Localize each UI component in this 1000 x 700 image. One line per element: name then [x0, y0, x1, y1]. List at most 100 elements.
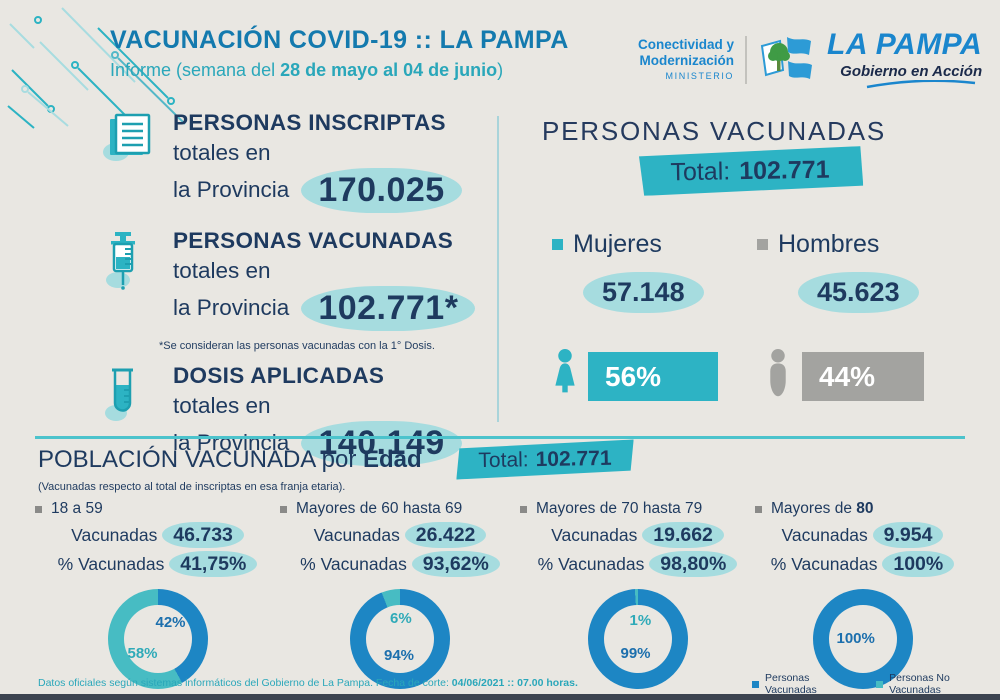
- total-value: 102.771: [738, 155, 830, 185]
- stat-subline1: totales en: [173, 392, 271, 418]
- ministry-name: Conectividad y Modernización MINISTERIO: [638, 37, 734, 81]
- page-title: VACUNACIÓN COVID-19 :: LA PAMPA: [110, 26, 569, 54]
- stat-value: 140.149: [301, 420, 462, 466]
- donut-legend: Personas Vacunadas Personas No Vacunadas: [752, 672, 1000, 696]
- age-group-label: Mayores de 70 hasta 79: [520, 500, 755, 518]
- pct-vacunadas-value: 93,62%: [411, 551, 500, 577]
- age-group-80-plus: Mayores de 80 Vacunadas 9.954 % Vacunada…: [755, 500, 970, 689]
- donut-label-vacunadas: 100%: [836, 630, 875, 647]
- brand-block: LA PAMPA Gobierno en Acción: [827, 30, 982, 89]
- teal-square-swatch: [876, 680, 884, 688]
- stat-value: 170.025: [301, 167, 462, 213]
- donut-label-vacunadas: 94%: [384, 647, 415, 664]
- stat-body: PERSONAS INSCRIPTAS totales en la Provin…: [173, 110, 462, 213]
- female-icon: [555, 348, 575, 393]
- vacunadas-row: Vacunadas 46.733: [35, 522, 280, 548]
- stat-body: DOSIS APLICADAS totales en la Provincia …: [173, 363, 462, 466]
- legend-label: Personas No Vacunadas: [889, 672, 950, 696]
- stat-title: PERSONAS VACUNADAS: [173, 227, 454, 253]
- donut-label-no-vacunadas: 1%: [629, 612, 652, 629]
- legend-item-vacunadas: Personas Vacunadas: [752, 672, 860, 696]
- donut-label-vacunadas: 99%: [620, 645, 651, 662]
- age-group-label: Mayores de 60 hasta 69: [280, 500, 520, 518]
- vacunadas-row: Vacunadas 9.954: [755, 522, 970, 548]
- age-section-title: POBLACIÓN VACUNADA por Edad: [38, 446, 422, 474]
- vacunadas-label: Vacunadas: [313, 525, 400, 545]
- legend-label: Personas Vacunadas: [765, 672, 817, 696]
- mujeres-count: 57.148: [583, 272, 704, 313]
- stat-subline2: la Provincia: [173, 430, 290, 456]
- gray-square-bullet: [757, 239, 768, 250]
- age-group-label: 18 a 59: [35, 500, 280, 518]
- stat-dosis-aplicadas: DOSIS APLICADAS totales en la Provincia …: [103, 363, 503, 466]
- teal-square-bullet: [552, 239, 563, 250]
- age-range-text: Mayores de 70 hasta 79: [536, 500, 703, 517]
- hombres-label: Hombres: [757, 230, 879, 259]
- total-label: Total:: [478, 447, 529, 472]
- stat-icon-wrap: [103, 363, 159, 466]
- panel-title: PERSONAS VACUNADAS: [542, 116, 886, 146]
- mujeres-percent-bar: 56%: [588, 352, 718, 401]
- age-section-note: (Vacunadas respecto al total de inscript…: [38, 481, 346, 493]
- blue-square-swatch: [752, 680, 759, 688]
- donut-chart-80-plus: 100%: [812, 589, 913, 689]
- subtitle-suffix: ): [497, 60, 504, 80]
- pct-vacunadas-label: % Vacunadas: [300, 554, 407, 574]
- donut-hole: [123, 605, 192, 673]
- vacunadas-label: Vacunadas: [781, 525, 868, 545]
- age-range-text: Mayores de 80: [771, 500, 874, 517]
- pct-vacunadas-label: % Vacunadas: [770, 554, 878, 574]
- stat-body: PERSONAS VACUNADAS totales en la Provinc…: [173, 227, 476, 331]
- stat-icon-wrap: [103, 228, 159, 331]
- donut-hole: [603, 605, 672, 673]
- age-groups: 18 a 59 Vacunadas 46.733 % Vacunadas 41,…: [35, 500, 980, 689]
- age-group-label: Mayores de 80: [755, 500, 970, 518]
- square-bullet: [280, 505, 287, 513]
- vacunadas-value: 46.733: [162, 522, 244, 548]
- first-dose-footnote: *Se consideran las personas vacunadas co…: [159, 339, 435, 352]
- brand-name: LA PAMPA: [827, 28, 983, 61]
- donut-label-vacunadas: 42%: [155, 614, 186, 631]
- hombres-count: 45.623: [798, 272, 919, 313]
- footer-cutoff-date: 04/06/2021 :: 07.00 horas.: [451, 677, 578, 689]
- clipboard-icon: [103, 113, 151, 161]
- donut-ring: 42% 58%: [107, 589, 208, 689]
- header: VACUNACIÓN COVID-19 :: LA PAMPA Informe …: [110, 26, 569, 81]
- donut-hole: [828, 605, 897, 673]
- mujeres-label: Mujeres: [552, 230, 662, 259]
- vaccinated-by-gender-panel: PERSONAS VACUNADAS Total: 102.771 Mujere…: [510, 112, 980, 412]
- donut-hole: [366, 605, 434, 673]
- age-group-70-79: Mayores de 70 hasta 79 Vacunadas 19.662 …: [520, 500, 755, 689]
- stat-value: 102.771*: [301, 285, 476, 331]
- brand-tagline: Gobierno en Acción: [840, 63, 983, 80]
- stat-subline2: la Provincia: [173, 177, 290, 203]
- ministry-line2: Modernización: [639, 52, 735, 68]
- pct-vacunadas-label: % Vacunadas: [57, 554, 165, 574]
- donut-label-no-vacunadas: 6%: [390, 610, 412, 627]
- ministry-line3: MINISTERIO: [665, 71, 735, 82]
- stat-title: DOSIS APLICADAS: [173, 362, 385, 388]
- stat-title: PERSONAS INSCRIPTAS: [173, 110, 446, 135]
- government-branding: Conectividad y Modernización MINISTERIO …: [638, 30, 982, 89]
- decorative-lines: [7, 7, 186, 129]
- male-icon: [770, 348, 786, 397]
- pct-vacunadas-row: % Vacunadas 98,80%: [520, 551, 755, 577]
- section-divider: [35, 436, 965, 439]
- donut-label-no-vacunadas: 58%: [127, 645, 158, 662]
- age-group-18-59: 18 a 59 Vacunadas 46.733 % Vacunadas 41,…: [35, 500, 280, 689]
- total-label: Total:: [670, 156, 731, 186]
- bottom-edge-bar: [0, 694, 1000, 700]
- pct-vacunadas-value: 98,80%: [649, 551, 738, 577]
- total-badge: Total: 102.771: [637, 146, 864, 196]
- vacunadas-label: Vacunadas: [551, 525, 638, 545]
- total-value: 102.771: [535, 446, 612, 471]
- pct-vacunadas-label: % Vacunadas: [537, 554, 645, 574]
- legend-item-no-vacunadas: Personas No Vacunadas: [876, 672, 1000, 696]
- gender-label-text: Mujeres: [573, 230, 662, 258]
- subtitle-dates: 28 de mayo al 04 de junio: [280, 60, 498, 80]
- pct-vacunadas-row: % Vacunadas 93,62%: [280, 551, 520, 577]
- brand-swoosh-icon: [866, 80, 976, 89]
- age-range-text: 18 a 59: [51, 500, 103, 517]
- age-title-text: POBLACIÓN VACUNADA por: [38, 446, 357, 473]
